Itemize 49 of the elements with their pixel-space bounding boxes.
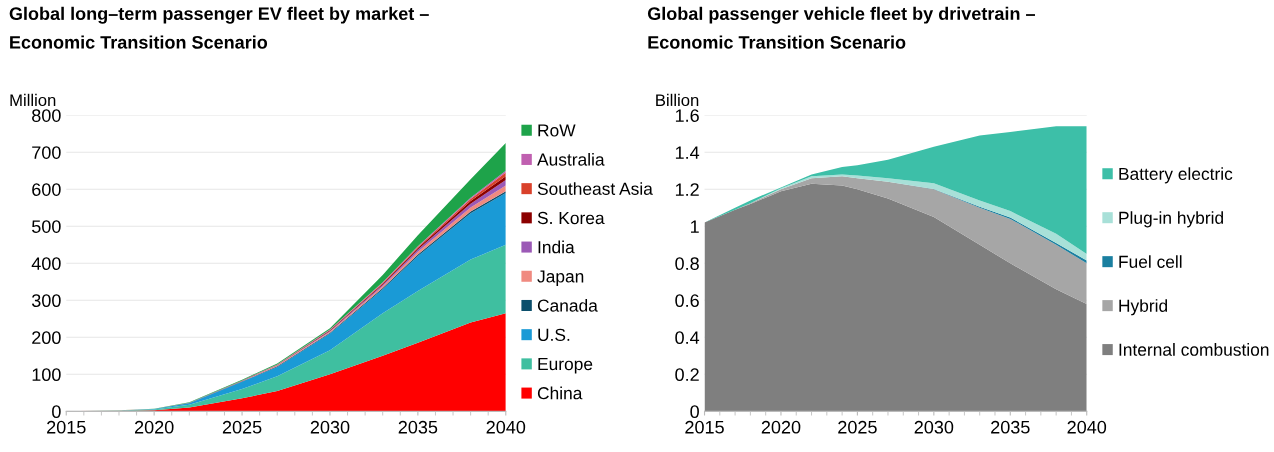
legend-label: Europe xyxy=(538,358,593,374)
y-tick-label: 600 xyxy=(32,183,61,196)
legend-label: Plug-in hybrid xyxy=(1119,211,1223,228)
y-tick-label: 700 xyxy=(32,146,61,159)
y-tick-label: 0.4 xyxy=(675,331,700,345)
legend-label: India xyxy=(538,240,575,254)
x-tick-label: 2035 xyxy=(991,420,1030,434)
y-tick-label: 0.2 xyxy=(675,368,699,382)
x-tick-label: 2020 xyxy=(134,420,174,434)
x-tick-label: 2040 xyxy=(1067,420,1107,434)
y-tick-label: 1 xyxy=(691,220,699,233)
legend-label: Southeast Asia xyxy=(537,182,653,195)
y-tick-label: 800 xyxy=(32,109,61,122)
x-tick-label: 2040 xyxy=(486,420,526,434)
y-tick-label: 200 xyxy=(32,331,61,345)
legend-label: Battery electric xyxy=(1119,167,1233,184)
x-tick-label: 2030 xyxy=(914,420,954,434)
chart-title: Global long–term passenger EV fleet by market – Economic Transition Scenario xyxy=(9,6,429,49)
y-tick-label: 0.6 xyxy=(675,294,699,308)
x-tick-label: 2020 xyxy=(761,420,801,434)
chart-title: Global passenger vehicle fleet by drivetrain – Economic Transition Scenario xyxy=(647,6,1035,49)
legend-label: China xyxy=(537,386,583,400)
y-tick-label: 500 xyxy=(31,220,61,233)
legend-label: S. Korea xyxy=(537,211,605,225)
x-tick-label: 2015 xyxy=(685,420,724,434)
legend-label: Australia xyxy=(537,152,605,166)
y-tick-label: 0 xyxy=(690,405,699,419)
legend-label: Canada xyxy=(537,299,598,312)
legend-label: Japan xyxy=(537,270,584,286)
legend-label: Hybrid xyxy=(1119,299,1168,316)
y-axis-title: Million xyxy=(10,93,56,107)
y-tick-label: 400 xyxy=(31,257,61,271)
x-tick-label: 2030 xyxy=(310,420,350,434)
y-tick-label: 0.8 xyxy=(675,257,699,271)
x-tick-label: 2025 xyxy=(838,420,877,434)
legend-label: Fuel cell xyxy=(1119,255,1182,268)
y-tick-label: 0 xyxy=(52,405,61,419)
legend-label: U.S. xyxy=(538,328,570,341)
y-axis-title: Billion xyxy=(656,93,699,107)
legend-label: Internal combustion xyxy=(1119,343,1269,356)
y-tick-label: 1.6 xyxy=(675,109,699,122)
y-tick-label: 300 xyxy=(31,294,61,308)
x-tick-label: 2025 xyxy=(222,420,262,434)
y-tick-label: 1.4 xyxy=(675,146,700,159)
y-tick-label: 100 xyxy=(32,368,61,382)
x-tick-label: 2035 xyxy=(398,420,438,434)
legend-label: RoW xyxy=(538,124,576,137)
x-tick-label: 2015 xyxy=(47,420,86,434)
y-tick-label: 1.2 xyxy=(675,183,699,196)
